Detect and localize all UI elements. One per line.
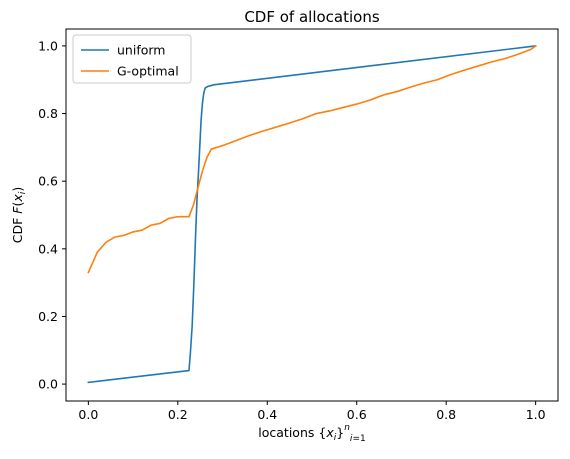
x-axis-title-sub: i <box>334 433 337 443</box>
y-axis-title-open: ( <box>10 202 25 207</box>
y-axis-title-var: x <box>10 194 25 203</box>
y-axis-title: CDF F(xi) <box>10 187 28 243</box>
x-axis-title-lower: i=1 <box>350 434 366 444</box>
y-tick-label: 0.8 <box>38 106 58 121</box>
x-axis: 0.0 0.2 0.4 0.6 0.8 1.0 <box>78 401 546 422</box>
legend-label: G-optimal <box>117 64 179 79</box>
x-tick-label: 1.0 <box>526 407 546 422</box>
y-axis-title-func: F <box>10 206 25 214</box>
x-tick-label: 0.0 <box>78 407 98 422</box>
y-axis-title-close: ) <box>10 187 25 192</box>
x-axis-title: locations {xi}ni=1 <box>258 423 365 444</box>
x-axis-title-close: } <box>336 425 344 440</box>
x-tick-label: 0.8 <box>436 407 456 422</box>
x-tick-label: 0.2 <box>168 407 188 422</box>
legend-label: uniform <box>117 43 165 58</box>
plot-frame <box>65 28 559 402</box>
series-line-0 <box>87 45 537 384</box>
y-axis: 0.0 0.2 0.4 0.6 0.8 1.0 <box>38 38 66 392</box>
chart-title: CDF of allocations <box>244 8 380 26</box>
series-line-1 <box>87 44 537 274</box>
y-axis-title-sub: i <box>18 191 28 194</box>
y-tick-label: 0.6 <box>38 174 58 189</box>
y-tick-label: 0.0 <box>38 377 58 392</box>
x-tick-label: 0.6 <box>347 407 367 422</box>
y-tick-label: 0.4 <box>38 241 58 256</box>
x-tick-label: 0.4 <box>257 407 277 422</box>
y-tick-label: 0.2 <box>38 309 58 324</box>
legend: uniform G-optimal <box>72 34 192 84</box>
x-axis-title-main: locations { <box>258 425 326 440</box>
y-tick-label: 1.0 <box>38 38 58 53</box>
x-axis-title-sup: n <box>344 423 350 433</box>
x-axis-title-var: x <box>325 425 334 440</box>
y-axis-title-main: CDF <box>10 214 25 244</box>
series-layer <box>87 44 537 384</box>
